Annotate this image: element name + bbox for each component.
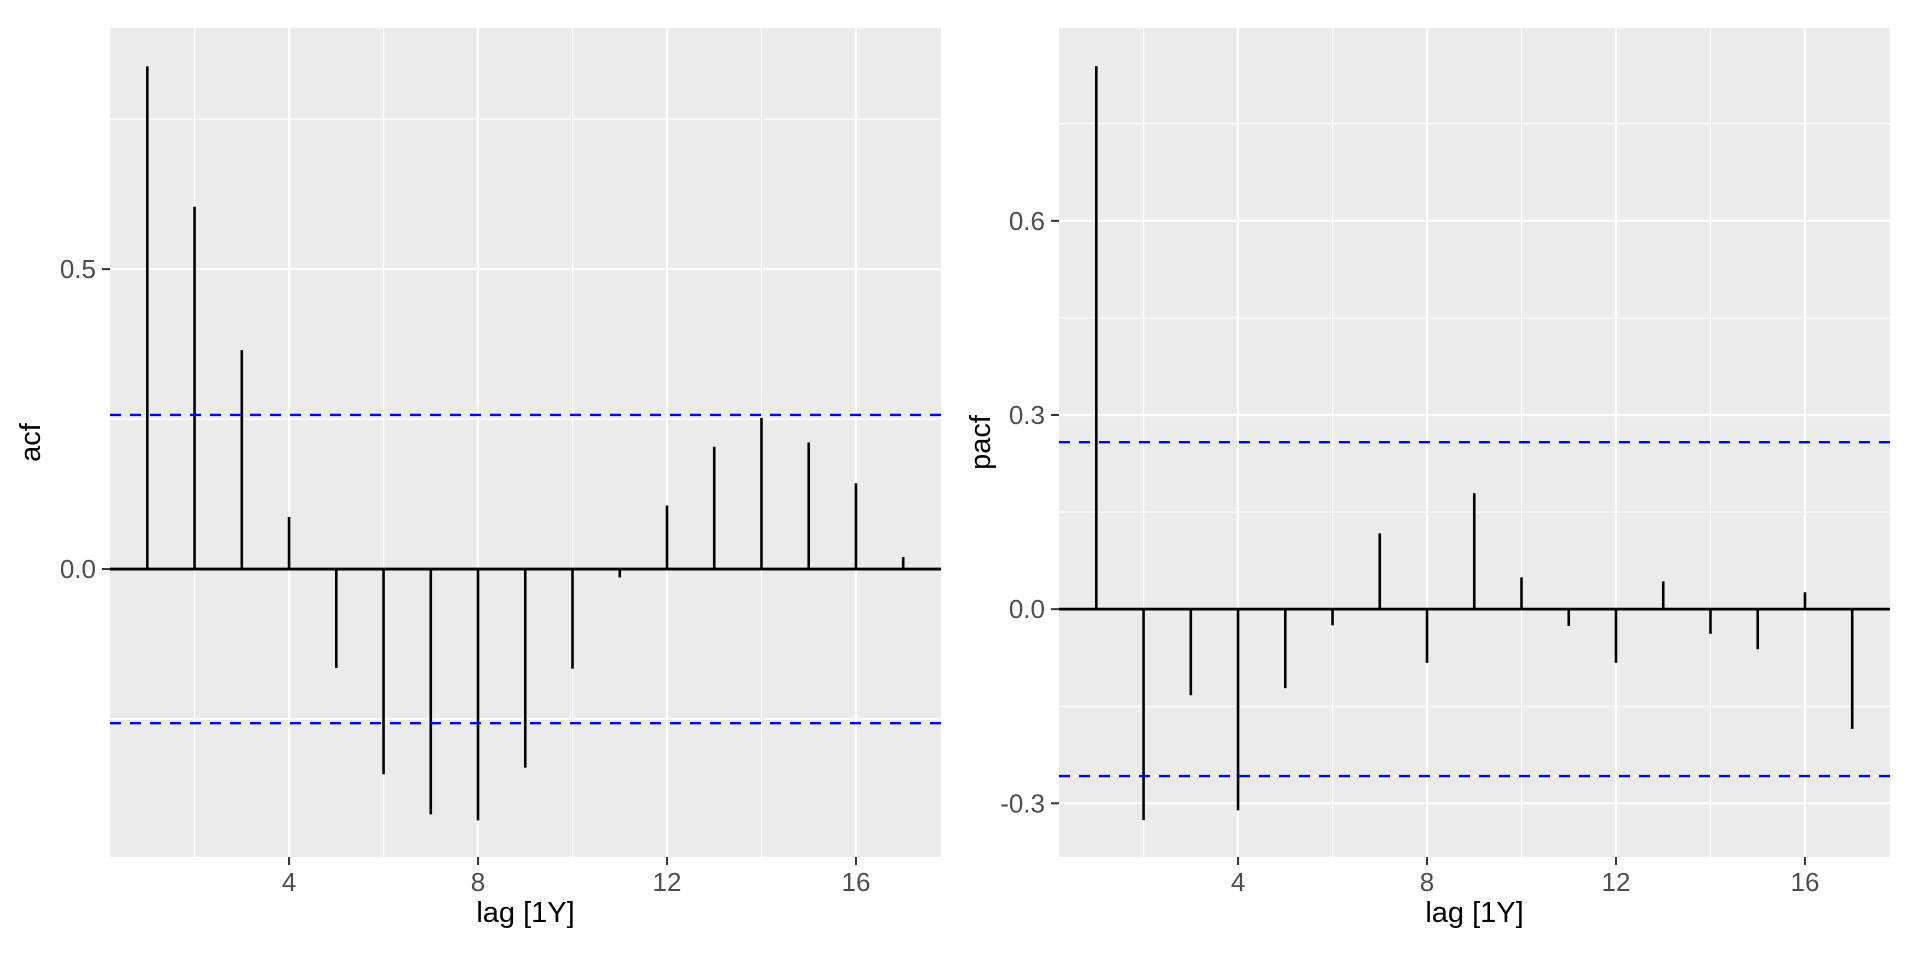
x-tick-label: 16	[1791, 867, 1820, 897]
x-tick-label: 4	[1231, 867, 1245, 897]
y-axis-title: pacf	[965, 414, 997, 470]
x-tick-label: 8	[1420, 867, 1434, 897]
acf-panel: 0.0 0.5 4 8 12 16 lag [1Y] acf	[15, 28, 941, 929]
y-tick-label: -0.3	[1000, 788, 1045, 818]
x-axis-title: lag [1Y]	[476, 897, 574, 929]
x-tick-label: 8	[471, 867, 485, 897]
y-tick-label: 0.3	[1009, 400, 1045, 430]
y-tick-label: 0.0	[60, 554, 96, 584]
y-tick-label: 0.5	[60, 254, 96, 284]
pacf-panel: -0.3 0.0 0.3 0.6 4 8 12 16 lag [1Y] pacf	[965, 28, 1890, 929]
x-axis-title: lag [1Y]	[1425, 897, 1523, 929]
y-tick-label: 0.0	[1009, 594, 1045, 624]
x-tick-label: 12	[653, 867, 682, 897]
x-tick-label: 4	[282, 867, 296, 897]
panel-background	[1059, 28, 1890, 857]
x-tick-label: 16	[842, 867, 871, 897]
x-tick-label: 12	[1602, 867, 1631, 897]
y-tick-label: 0.6	[1009, 206, 1045, 236]
y-axis-title: acf	[15, 422, 47, 462]
